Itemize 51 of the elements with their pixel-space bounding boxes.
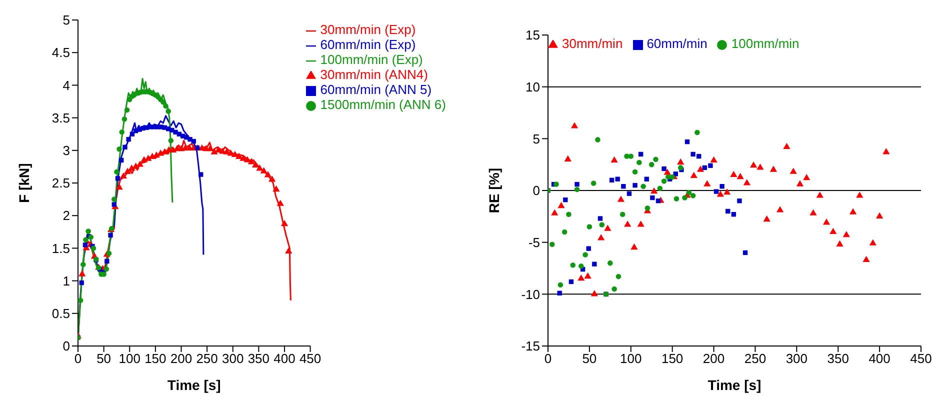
- legend-label: 30mm/min: [562, 36, 623, 51]
- y-tick-label: 3: [62, 143, 70, 158]
- legend-label: 60mm/min (Exp): [320, 37, 416, 52]
- y-axis-title: RE [%]: [486, 168, 502, 214]
- x-tick-label: 400: [274, 351, 296, 366]
- legend-label: 30mm/min (Exp): [320, 22, 416, 37]
- legend-label: 1500mm/min (ANN 6): [320, 97, 446, 112]
- y-tick-label: 1: [62, 273, 70, 288]
- y-axis-title: F [kN]: [16, 163, 32, 203]
- y-tick-label: 2: [62, 208, 70, 224]
- x-tick-label: 100: [118, 351, 140, 366]
- x-tick-label: 200: [702, 351, 725, 366]
- y-tick-label: 5: [532, 131, 540, 146]
- x-tick-label: 350: [827, 351, 849, 366]
- x-tick-label: 150: [144, 351, 166, 366]
- x-tick-label: 450: [299, 351, 322, 366]
- x-tick-label: 400: [868, 351, 890, 366]
- legend-label: 60mm/min: [646, 36, 708, 51]
- legend-label: 100mm/min (Exp): [320, 52, 423, 67]
- x-tick-label: 50: [96, 351, 112, 366]
- legend-label: 100mm/min: [731, 36, 800, 51]
- y-tick-label: 0: [532, 183, 540, 198]
- y-tick-label: 4.5: [52, 45, 70, 60]
- y-tick-label: 0: [62, 338, 70, 354]
- y-tick-label: -15: [521, 338, 540, 354]
- x-axis-title: Time [s]: [167, 377, 221, 393]
- x-tick-label: 150: [661, 351, 684, 366]
- x-tick-label: 0: [544, 351, 552, 366]
- x-tick-label: 200: [170, 351, 192, 366]
- y-tick-label: 10: [526, 79, 540, 94]
- y-tick-label: 0.5: [52, 306, 70, 322]
- x-tick-label: 300: [786, 351, 808, 366]
- legend-label: 30mm/min (ANN4): [320, 67, 428, 82]
- x-tick-label: 350: [248, 351, 270, 366]
- legend-label: 60mm/min (ANN 5): [320, 82, 432, 97]
- x-axis-title: Time [s]: [708, 377, 762, 393]
- x-tick-label: 50: [582, 351, 597, 366]
- x-tick-label: 450: [910, 351, 932, 366]
- x-tick-label: 0: [74, 351, 82, 366]
- y-tick-label: 5: [62, 12, 70, 28]
- x-tick-label: 300: [222, 351, 244, 366]
- y-tick-label: 15: [526, 28, 540, 43]
- x-tick-label: 100: [620, 351, 642, 366]
- x-tick-label: 250: [744, 351, 766, 366]
- y-tick-label: -10: [521, 286, 540, 302]
- y-tick-label: 2.5: [52, 176, 70, 191]
- y-tick-label: 4: [62, 78, 70, 93]
- y-tick-label: 3.5: [52, 110, 70, 126]
- x-tick-label: 250: [196, 351, 218, 366]
- y-tick-label: 1.5: [52, 240, 70, 256]
- y-tick-label: -5: [528, 234, 540, 250]
